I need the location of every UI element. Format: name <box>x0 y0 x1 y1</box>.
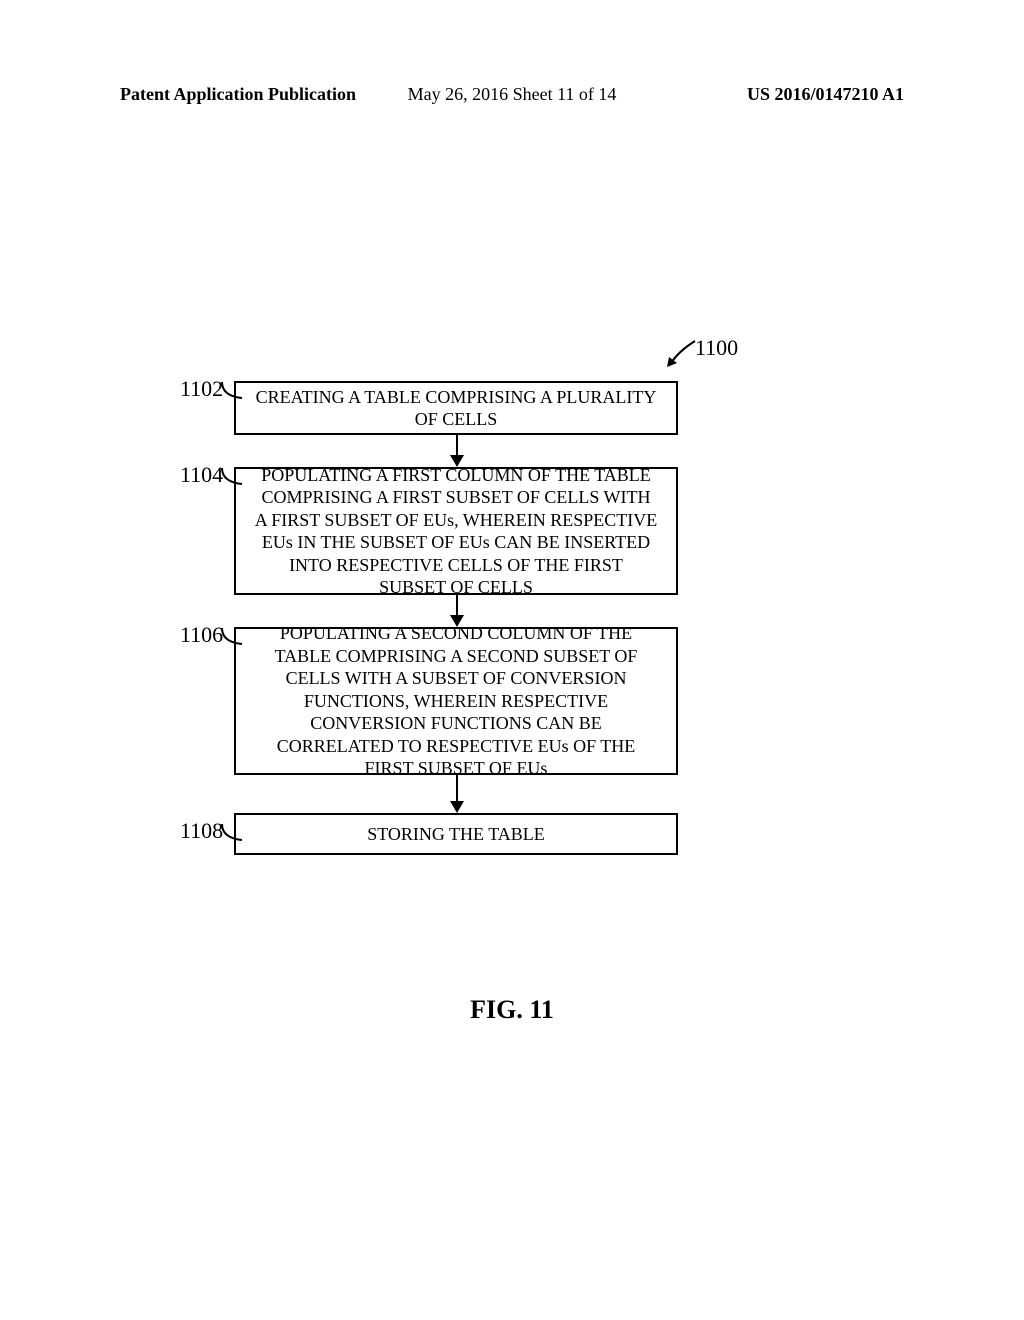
step-1102-box: CREATING A TABLE COMPRISING A PLURALITY … <box>234 381 678 435</box>
page: Patent Application Publication May 26, 2… <box>0 0 1024 1320</box>
ref-1104-label: 1104 <box>180 462 223 488</box>
step-1104-box: POPULATING A FIRST COLUMN OF THE TABLE C… <box>234 467 678 595</box>
step-1108-text: STORING THE TABLE <box>367 823 545 846</box>
step-1106-text: POPULATING A SECOND COLUMN OF THE TABLE … <box>254 622 658 780</box>
ref-1100-arrow-icon <box>665 337 701 367</box>
arrow-1-icon <box>450 435 464 467</box>
ref-1100-label: 1100 <box>695 335 738 361</box>
arrow-2-icon <box>450 595 464 627</box>
ref-1106-text: 1106 <box>180 622 223 647</box>
ref-1108-label: 1108 <box>180 818 223 844</box>
step-1102-text: CREATING A TABLE COMPRISING A PLURALITY … <box>254 386 658 431</box>
ref-1102-label: 1102 <box>180 376 223 402</box>
step-1106-box: POPULATING A SECOND COLUMN OF THE TABLE … <box>234 627 678 775</box>
arrow-3-icon <box>450 775 464 813</box>
ref-1104-text: 1104 <box>180 462 223 487</box>
ref-1102-text: 1102 <box>180 376 223 401</box>
ref-1108-text: 1108 <box>180 818 223 843</box>
figure-caption: FIG. 11 <box>0 995 1024 1025</box>
ref-1106-label: 1106 <box>180 622 223 648</box>
header-right: US 2016/0147210 A1 <box>747 84 904 105</box>
ref-1100-text: 1100 <box>695 335 738 360</box>
step-1108-box: STORING THE TABLE <box>234 813 678 855</box>
step-1104-text: POPULATING A FIRST COLUMN OF THE TABLE C… <box>254 464 658 599</box>
